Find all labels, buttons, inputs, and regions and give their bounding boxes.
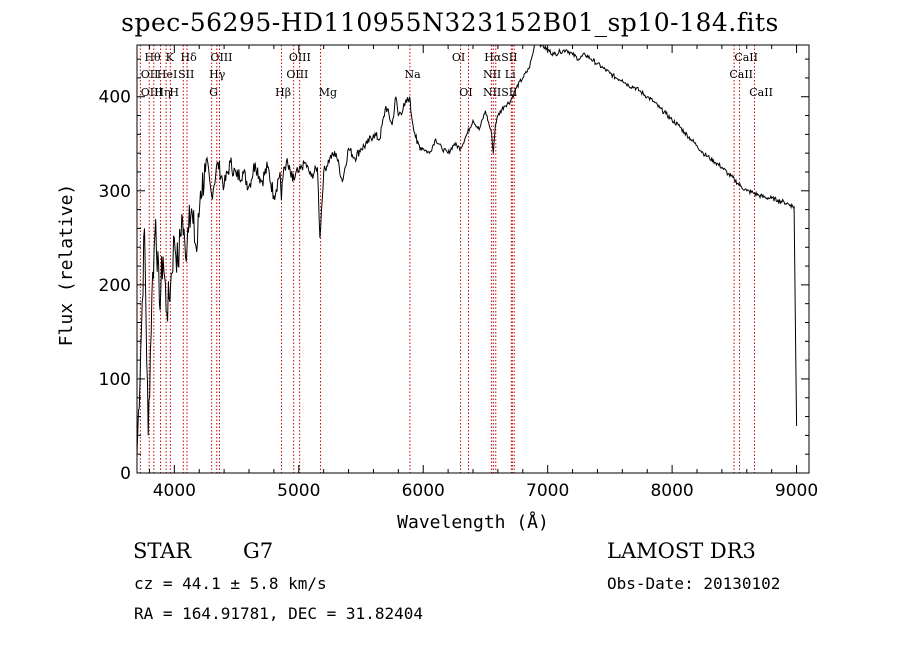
line-label-16: Na <box>405 68 422 81</box>
line-label-8: H <box>169 86 179 99</box>
line-label-24: CaII <box>749 86 773 99</box>
line-label-21: NIISII <box>483 86 518 99</box>
line-label-22: CaII <box>734 51 758 64</box>
line-label-9: OIII <box>210 51 232 64</box>
line-label-5: Hη <box>154 86 170 99</box>
line-label-6: Hδ <box>181 51 198 64</box>
line-label-13: OIII <box>289 51 311 64</box>
x-tick-label: 8000 <box>650 481 693 501</box>
x-axis-label: Wavelength (Å) <box>397 511 549 533</box>
line-label-7: SII <box>178 68 194 81</box>
line-label-18: OI <box>459 86 472 99</box>
redshift-text: cz = 44.1 ± 5.8 km/s <box>134 574 327 593</box>
obs-date: Obs-Date: 20130102 <box>607 574 781 593</box>
line-label-4: HeI <box>157 68 177 81</box>
x-tick-label: 5000 <box>277 481 320 501</box>
y-tick-label: 100 <box>99 370 131 390</box>
object-type: STAR <box>133 539 192 563</box>
coordinates: RA = 164.91781, DEC = 31.82404 <box>134 604 423 623</box>
y-tick-label: 200 <box>99 276 131 296</box>
line-label-17: OI <box>452 51 465 64</box>
x-tick-label: 6000 <box>402 481 445 501</box>
line-label-0: Hθ <box>144 51 161 64</box>
y-tick-label: 0 <box>120 464 131 484</box>
object-subclass: G7 <box>243 539 274 563</box>
survey-name: LAMOST DR3 <box>607 539 756 563</box>
line-label-2: OIII <box>141 86 163 99</box>
y-tick-label: 400 <box>99 88 131 108</box>
y-axis-label: Flux (relative) <box>56 184 77 347</box>
line-label-23: CaII <box>729 68 753 81</box>
line-label-14: OIII <box>286 68 308 81</box>
line-label-10: Hγ <box>209 68 226 81</box>
chart-title: spec-56295-HD110955N323152B01_sp10-184.f… <box>121 8 779 37</box>
line-label-12: Hβ <box>275 86 291 99</box>
x-tick-label: 9000 <box>775 481 818 501</box>
spectrum-line <box>136 44 798 455</box>
line-label-20: NII Li <box>483 68 516 81</box>
line-label-11: G <box>209 86 218 99</box>
plot-frame <box>136 44 810 474</box>
line-label-3: K <box>166 51 175 64</box>
x-tick-label: 7000 <box>526 481 569 501</box>
line-label-1: OII <box>141 68 159 81</box>
y-tick-label: 300 <box>99 182 131 202</box>
line-label-15: Mg <box>319 86 337 99</box>
line-label-19: HαSII <box>484 51 517 64</box>
x-tick-label: 4000 <box>153 481 196 501</box>
